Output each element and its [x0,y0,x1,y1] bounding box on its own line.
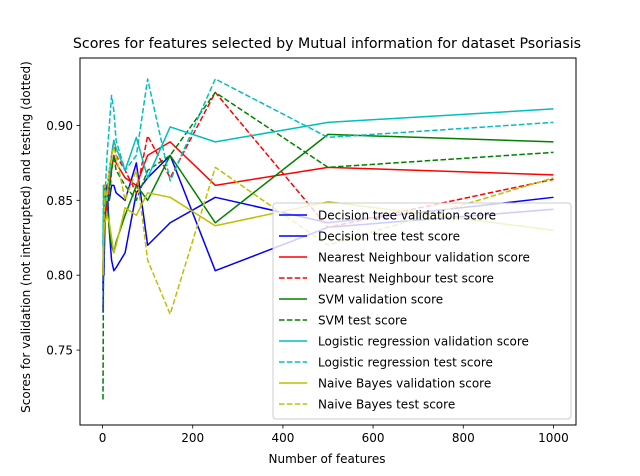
series-layer [102,78,554,400]
tick-layer: 0 200 400 600 800 1000 0.75 0.80 0.85 0.90 [46,119,568,445]
legend-label-5: SVM validation score [318,293,443,307]
legend: Decision tree validation score Decision t… [272,202,572,420]
y-tick-label: 0.85 [46,194,73,208]
y-axis-label: Scores for validation (not interrupted) … [19,61,33,413]
x-tick-label: 400 [271,431,294,445]
x-tick-label: 0 [99,431,107,445]
plot-frame [79,57,577,426]
legend-label-3: Nearest Neighbour validation score [318,251,530,265]
legend-label-6: SVM test score [318,314,407,328]
chart-title: Scores for features selected by Mutual i… [73,36,581,52]
x-tick-label: 200 [181,431,204,445]
x-tick-label: 600 [362,431,385,445]
y-tick-label: 0.90 [46,119,73,133]
x-tick-label: 1000 [538,431,569,445]
legend-label-8: Logistic regression test score [318,356,493,370]
legend-box [272,202,572,420]
y-tick-label: 0.80 [46,269,73,283]
legend-label-7: Logistic regression validation score [318,335,529,349]
x-tick-label: 800 [452,431,475,445]
legend-label-9: Naive Bayes validation score [318,377,491,391]
legend-label-10: Naive Bayes test score [318,398,455,412]
legend-label-1: Decision tree validation score [318,209,496,223]
legend-label-2: Decision tree test score [318,230,460,244]
series-line-10 [102,147,554,315]
y-tick-label: 0.75 [46,344,73,358]
legend-label-4: Nearest Neighbour test score [318,272,494,286]
x-axis-label: Number of features [269,452,386,466]
